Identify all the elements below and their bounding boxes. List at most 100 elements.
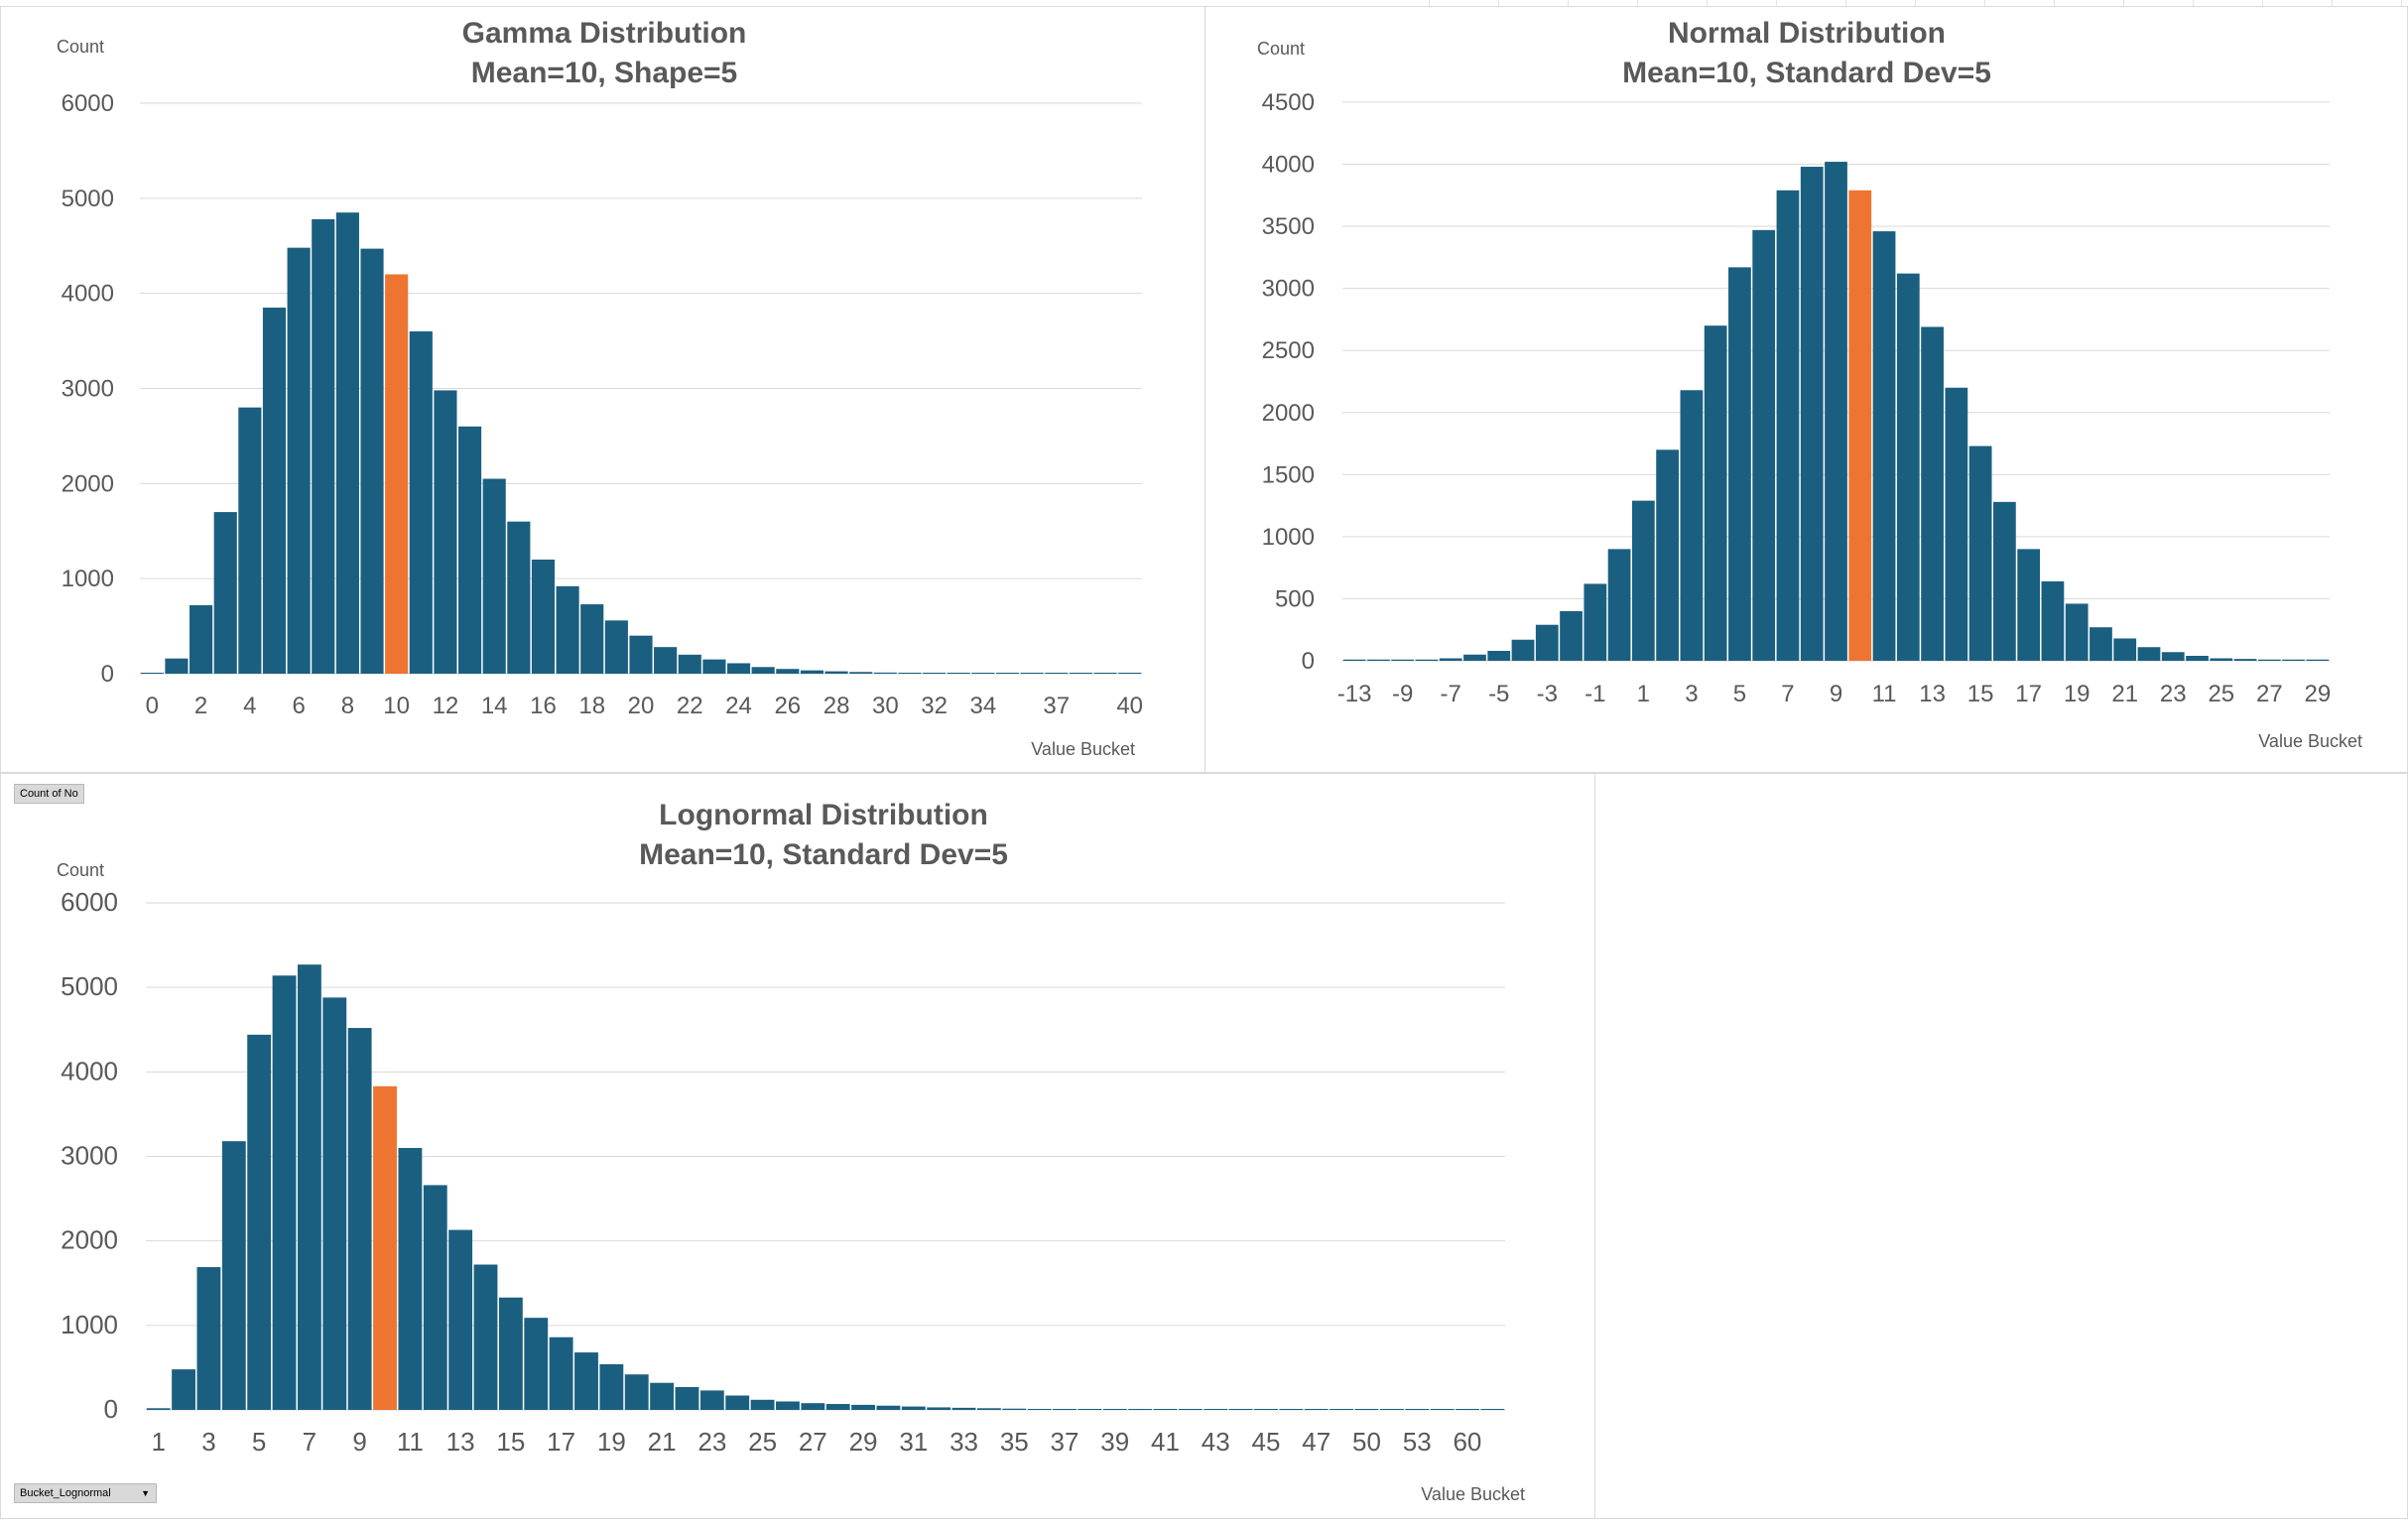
bar[interactable]: [1752, 229, 1776, 661]
bar[interactable]: [1704, 325, 1727, 661]
bar[interactable]: [901, 1406, 926, 1410]
bar[interactable]: [2306, 659, 2330, 661]
bar[interactable]: [322, 997, 347, 1410]
bar[interactable]: [1254, 1409, 1278, 1410]
bar[interactable]: [971, 673, 995, 674]
bar[interactable]: [1077, 1409, 1102, 1410]
bar[interactable]: [1367, 659, 1390, 661]
bar[interactable]: [287, 247, 311, 674]
bar[interactable]: [1945, 387, 1968, 661]
bar[interactable]: [702, 659, 726, 674]
bar[interactable]: [247, 1034, 272, 1410]
bar[interactable]: [531, 560, 556, 674]
bar[interactable]: [654, 647, 678, 674]
bar[interactable]: [604, 620, 628, 674]
bar[interactable]: [549, 1336, 573, 1410]
gamma-chart-panel[interactable]: Gamma Distribution Mean=10, Shape=5 Coun…: [0, 6, 1205, 773]
bar[interactable]: [1560, 610, 1583, 661]
bar[interactable]: [172, 1369, 195, 1410]
bar[interactable]: [824, 671, 848, 674]
bar[interactable]: [1430, 1409, 1455, 1410]
bar[interactable]: [1800, 167, 1824, 661]
bar[interactable]: [678, 654, 701, 674]
bar[interactable]: [312, 218, 335, 674]
bar[interactable]: [262, 308, 287, 674]
bar[interactable]: [347, 1028, 372, 1410]
bar[interactable]: [473, 1264, 498, 1410]
bar[interactable]: [1896, 273, 1920, 661]
bar[interactable]: [423, 1185, 447, 1410]
bar[interactable]: [1020, 673, 1044, 674]
bar[interactable]: [599, 1364, 624, 1410]
bar[interactable]: [898, 673, 922, 674]
bar[interactable]: [1102, 1409, 1127, 1410]
bar[interactable]: [1992, 501, 2016, 661]
bar[interactable]: [2113, 638, 2137, 661]
bar[interactable]: [398, 1147, 423, 1410]
bar[interactable]: [776, 669, 800, 674]
bar[interactable]: [1535, 624, 1559, 661]
bar[interactable]: [947, 673, 970, 674]
bar[interactable]: [951, 1407, 976, 1410]
bar[interactable]: [1304, 1409, 1329, 1410]
bar[interactable]: [923, 673, 947, 674]
bar[interactable]: [1415, 659, 1439, 661]
bar[interactable]: [1584, 583, 1607, 661]
count-field-button[interactable]: Count of No: [14, 784, 84, 804]
bar[interactable]: [385, 274, 409, 675]
bar[interactable]: [1631, 500, 1655, 661]
bar[interactable]: [1379, 1409, 1404, 1410]
bar[interactable]: [196, 1267, 221, 1410]
bar[interactable]: [1354, 1409, 1379, 1410]
bar[interactable]: [699, 1390, 724, 1410]
bar[interactable]: [1002, 1408, 1027, 1410]
bar[interactable]: [1680, 390, 1704, 661]
bar[interactable]: [2090, 627, 2112, 661]
bar[interactable]: [238, 407, 262, 674]
bar[interactable]: [335, 212, 359, 675]
bar[interactable]: [272, 975, 297, 1410]
bar[interactable]: [2065, 603, 2089, 661]
bar[interactable]: [1511, 639, 1535, 661]
bar[interactable]: [190, 605, 213, 674]
bar[interactable]: [1439, 658, 1462, 661]
bar[interactable]: [629, 635, 653, 674]
bar[interactable]: [1342, 659, 1366, 661]
bar[interactable]: [2210, 658, 2233, 661]
bar[interactable]: [776, 1401, 800, 1410]
bar[interactable]: [1405, 1409, 1430, 1410]
bar[interactable]: [976, 1408, 1001, 1410]
bar[interactable]: [851, 1404, 875, 1410]
bar[interactable]: [524, 1318, 549, 1410]
bar[interactable]: [1053, 1409, 1077, 1410]
bar[interactable]: [751, 667, 775, 674]
bar[interactable]: [434, 390, 457, 674]
bar[interactable]: [873, 672, 897, 674]
bar[interactable]: [995, 673, 1020, 674]
bar[interactable]: [1069, 673, 1092, 674]
bar[interactable]: [1921, 326, 1944, 661]
bar[interactable]: [1128, 1409, 1153, 1410]
bar[interactable]: [409, 331, 433, 674]
bar[interactable]: [146, 1408, 171, 1410]
bar[interactable]: [1825, 162, 1847, 661]
bar[interactable]: [1045, 673, 1069, 674]
bar[interactable]: [1480, 1409, 1505, 1410]
bar[interactable]: [2233, 659, 2257, 661]
normal-chart-panel[interactable]: Normal Distribution Mean=10, Standard De…: [1204, 6, 2408, 773]
bar[interactable]: [1391, 659, 1415, 661]
bar[interactable]: [1204, 1409, 1228, 1410]
bar[interactable]: [1118, 673, 1142, 674]
bar[interactable]: [1728, 267, 1751, 661]
bar[interactable]: [1153, 1409, 1178, 1410]
bar[interactable]: [1848, 190, 1872, 661]
bar[interactable]: [624, 1374, 649, 1410]
bar[interactable]: [360, 248, 384, 674]
bar[interactable]: [650, 1382, 675, 1410]
bar[interactable]: [726, 663, 751, 674]
bar[interactable]: [2257, 659, 2281, 661]
bar[interactable]: [574, 1352, 598, 1410]
bar[interactable]: [556, 585, 579, 674]
bar[interactable]: [1279, 1409, 1304, 1410]
bar[interactable]: [498, 1297, 523, 1410]
